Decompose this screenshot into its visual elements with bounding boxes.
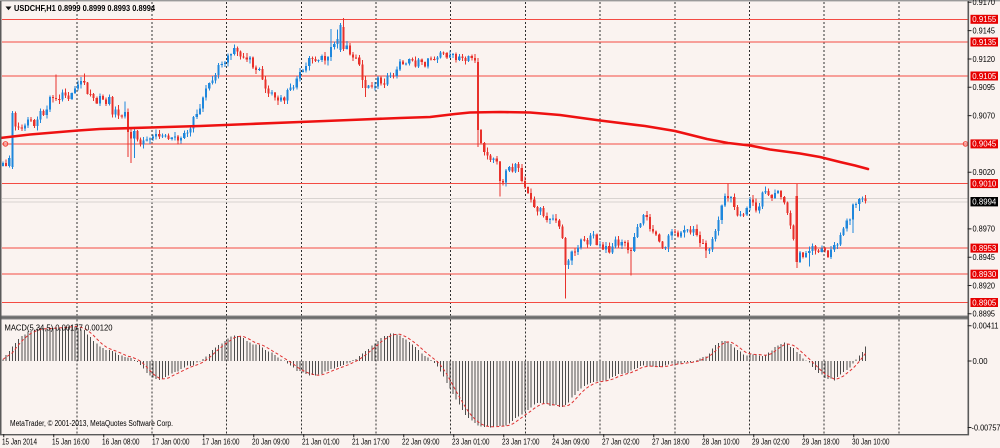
svg-text:0.8920: 0.8920	[973, 281, 996, 290]
svg-text:-0.00757: -0.00757	[972, 423, 1000, 432]
svg-text:17 Jan 16:00: 17 Jan 16:00	[202, 438, 240, 447]
svg-text:0.8953: 0.8953	[972, 244, 997, 253]
svg-text:29 Jan 18:00: 29 Jan 18:00	[802, 438, 840, 447]
svg-text:23 Jan 17:00: 23 Jan 17:00	[502, 438, 540, 447]
svg-text:0.8930: 0.8930	[972, 270, 997, 279]
svg-text:0.8895: 0.8895	[973, 310, 996, 319]
svg-text:21 Jan 01:00: 21 Jan 01:00	[302, 438, 340, 447]
svg-text:0.9170: 0.9170	[973, 0, 996, 7]
svg-text:16 Jan 08:00: 16 Jan 08:00	[102, 438, 140, 447]
svg-text:24 Jan 09:00: 24 Jan 09:00	[552, 438, 590, 447]
svg-text:15 Jan 16:00: 15 Jan 16:00	[52, 438, 90, 447]
svg-text:29 Jan 02:00: 29 Jan 02:00	[752, 438, 790, 447]
svg-text:0.9010: 0.9010	[972, 179, 997, 188]
svg-text:0.9135: 0.9135	[972, 38, 997, 47]
svg-text:30 Jan 10:00: 30 Jan 10:00	[852, 438, 890, 447]
svg-text:21 Jan 17:00: 21 Jan 17:00	[352, 438, 390, 447]
svg-text:0.8905: 0.8905	[972, 298, 997, 307]
svg-text:28 Jan 10:00: 28 Jan 10:00	[702, 438, 740, 447]
svg-text:27 Jan 18:00: 27 Jan 18:00	[652, 438, 690, 447]
svg-text:0.00411: 0.00411	[973, 322, 1000, 331]
svg-text:USDCHF,H1 0.8999 0.8999 0.899: USDCHF,H1 0.8999 0.8999 0.8993 0.8994	[14, 3, 155, 13]
svg-text:MACD(5,34,5) 0.00177 0.00120: MACD(5,34,5) 0.00177 0.00120	[5, 324, 114, 333]
svg-text:0.9020: 0.9020	[973, 168, 996, 177]
svg-text:17 Jan 00:00: 17 Jan 00:00	[152, 438, 190, 447]
svg-text:0.9145: 0.9145	[973, 26, 996, 35]
svg-text:22 Jan 09:00: 22 Jan 09:00	[402, 438, 440, 447]
svg-text:0.8994: 0.8994	[972, 197, 997, 206]
svg-text:0.9120: 0.9120	[973, 55, 996, 64]
svg-text:15 Jan 2014: 15 Jan 2014	[2, 438, 37, 447]
svg-text:0.9070: 0.9070	[973, 111, 996, 120]
svg-text:0.8945: 0.8945	[973, 253, 996, 262]
svg-text:MetaTrader, © 2001-2013, MetaQ: MetaTrader, © 2001-2013, MetaQuotes Soft…	[10, 419, 173, 428]
svg-text:0.00: 0.00	[973, 357, 989, 366]
svg-text:27 Jan 02:00: 27 Jan 02:00	[602, 438, 640, 447]
svg-text:0.9045: 0.9045	[972, 140, 997, 149]
svg-text:0.9155: 0.9155	[972, 15, 997, 24]
svg-text:0.8970: 0.8970	[973, 225, 996, 234]
svg-text:23 Jan 01:00: 23 Jan 01:00	[452, 438, 490, 447]
svg-text:0.9105: 0.9105	[972, 72, 997, 81]
svg-text:20 Jan 09:00: 20 Jan 09:00	[252, 438, 290, 447]
svg-text:0.9095: 0.9095	[973, 83, 996, 92]
